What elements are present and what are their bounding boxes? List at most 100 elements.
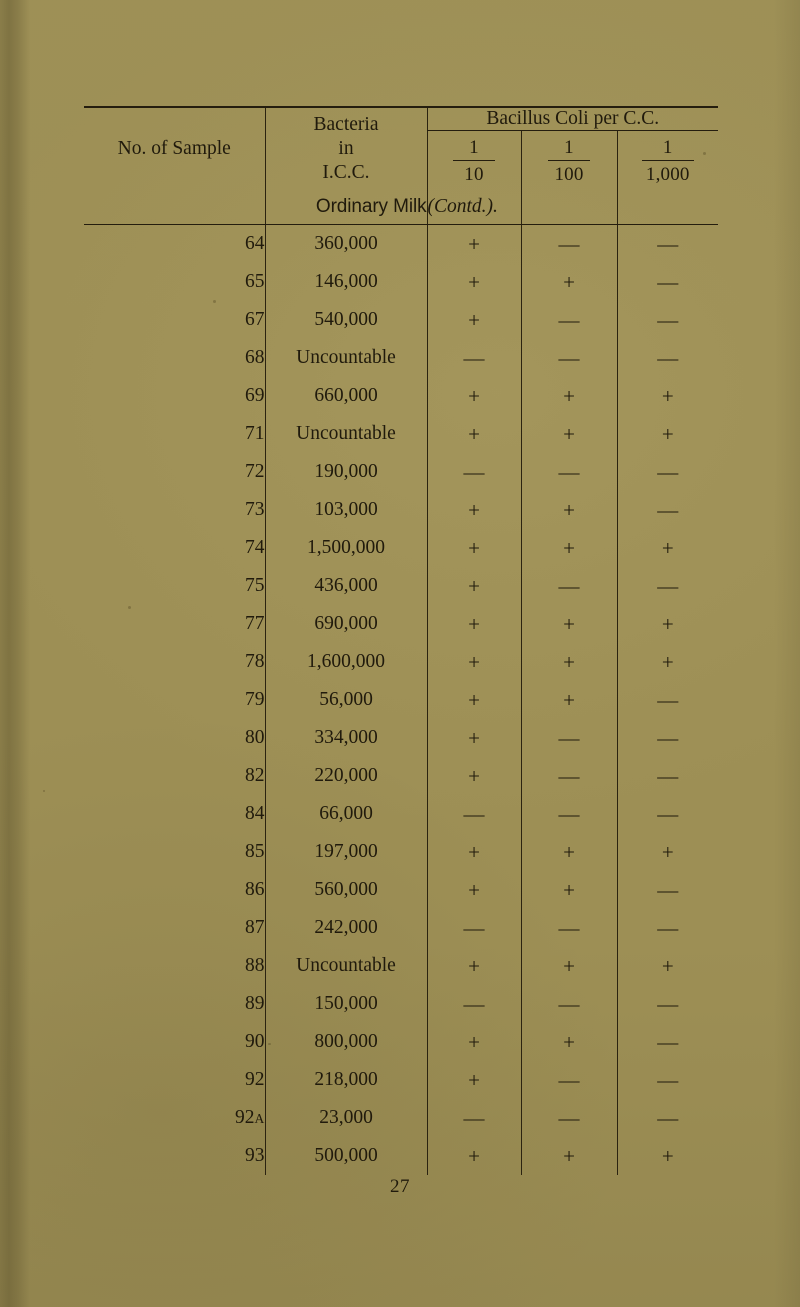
cell-coli-1-10: + [426,833,521,871]
cell-bacteria-count: 146,000 [264,263,427,301]
cell-coli-1-1000: — [616,301,718,339]
section-contd-note: (Contd.). [426,190,521,225]
section-row-sample-cell [84,190,265,225]
cell-bacteria-count: 690,000 [264,605,427,643]
sample-number: 88 [245,955,265,976]
sample-number: 72 [245,461,265,482]
cell-bacteria-count: 56,000 [264,681,427,719]
cell-coli-1-10: + [426,491,521,529]
cell-coli-1-1000: + [616,529,718,567]
cell-coli-1-100: + [520,491,617,529]
cell-coli-1-100: + [520,263,617,301]
cell-coli-1-10: + [426,871,521,909]
cell-sample-number: 82 [84,757,265,795]
section-header-row: Ordinary Milk (Contd.). [84,190,718,225]
cell-bacteria-count: 800,000 [264,1023,427,1061]
cell-coli-1-100: + [520,871,617,909]
sample-number: 80 [245,727,265,748]
cell-coli-1-1000: + [616,947,718,985]
cell-coli-1-10: + [426,567,521,605]
cell-coli-1-1000: — [616,909,718,947]
table-row: 74 1,500,000 + + + [84,529,718,567]
cell-coli-1-1000: + [616,415,718,453]
cell-coli-1-10: + [426,1023,521,1061]
fraction-numerator: 1 [564,137,574,158]
sample-number: 87 [245,917,265,938]
table-row: 85 197,000 + + + [84,833,718,871]
section-row-d100-cell [520,190,617,225]
cell-coli-1-1000: — [616,757,718,795]
sample-number: 75 [245,575,265,596]
table-row: 78 1,600,000 + + + [84,643,718,681]
cell-coli-1-1000: + [616,833,718,871]
fraction-1-10: 1 10 [453,131,495,190]
cell-bacteria-count: 150,000 [264,985,427,1023]
cell-coli-1-1000: — [616,681,718,719]
sample-number: 84 [245,803,265,824]
table-row: 84 66,000— — — [84,795,718,833]
cell-coli-1-100: — [520,719,617,757]
cell-coli-1-10: + [426,263,521,301]
cell-coli-1-10: — [426,1099,521,1137]
sample-number: 74 [245,537,265,558]
column-header-dilution-1-10: 1 10 [426,130,521,190]
cell-coli-1-1000: — [616,263,718,301]
cell-coli-1-10: + [426,605,521,643]
table-row: 92 218,000 + — — [84,1061,718,1099]
cell-bacteria-count: 436,000 [264,567,427,605]
cell-bacteria-count: 334,000 [264,719,427,757]
cell-coli-1-10: + [426,757,521,795]
cell-coli-1-100: — [520,909,617,947]
table-row: 80 334,000 + — — [84,719,718,757]
table-row: 65 146,000 + + — [84,263,718,301]
cell-sample-number: 78 [84,643,265,681]
cell-sample-number: 74 [84,529,265,567]
cell-coli-1-100: + [520,377,617,415]
cell-sample-number: 72 [84,453,265,491]
cell-sample-number: 77 [84,605,265,643]
cell-bacteria-count: 103,000 [264,491,427,529]
cell-coli-1-100: — [520,339,617,377]
table-body: Ordinary Milk (Contd.). 64 360,000 + — —65 146,… [84,190,718,1175]
table-row: 77 690,000 + + + [84,605,718,643]
table-row: 68 Uncountable — — — [84,339,718,377]
table-row: 86 560,000 + + — [84,871,718,909]
cell-coli-1-100: + [520,605,617,643]
cell-coli-1-1000: + [616,1137,718,1175]
scan-speck [43,790,45,792]
header-row-group: No. of Sample Bacteria in I.C.C. Bacillu… [84,106,718,190]
sample-number: 79 [245,689,265,710]
cell-sample-number: 84 [84,795,265,833]
cell-sample-number: 65 [84,263,265,301]
cell-coli-1-1000: — [616,491,718,529]
cell-coli-1-10: — [426,339,521,377]
cell-coli-1-10: — [426,453,521,491]
cell-bacteria-count: 218,000 [264,1061,427,1099]
table-row: 87 242,000— — — [84,909,718,947]
cell-coli-1-100: — [520,453,617,491]
sample-number: 78 [245,651,265,672]
cell-coli-1-100: + [520,643,617,681]
fraction-numerator: 1 [469,137,479,158]
cell-coli-1-1000: — [616,567,718,605]
cell-bacteria-count: 360,000 [264,224,427,263]
cell-sample-number: 89 [84,985,265,1023]
bacteriological-results-table-wrapper: No. of Sample Bacteria in I.C.C. Bacillu… [84,106,718,1175]
table-row: 79 56,000 + + — [84,681,718,719]
table-row: 75 436,000 + — — [84,567,718,605]
sample-number: 65 [245,271,265,292]
section-label: Ordinary Milk [264,190,427,225]
table-row: 64 360,000 + — — [84,224,718,263]
fraction-1-100: 1 100 [548,131,590,190]
table-row: 82 220,000 + — — [84,757,718,795]
sample-number: 90 [245,1031,265,1052]
page-gutter-shadow [0,0,30,1307]
cell-sample-number: 71 [84,415,265,453]
cell-coli-1-100: — [520,224,617,263]
cell-coli-1-10: + [426,529,521,567]
cell-coli-1-10: + [426,681,521,719]
cell-coli-1-100: — [520,567,617,605]
cell-bacteria-count: 190,000 [264,453,427,491]
cell-coli-1-10: + [426,377,521,415]
cell-coli-1-100: + [520,529,617,567]
